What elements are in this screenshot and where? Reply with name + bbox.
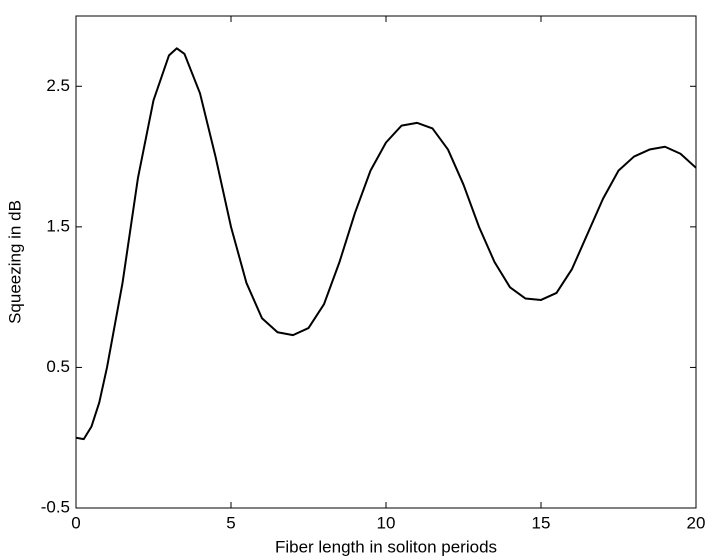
x-tick-label: 15: [532, 513, 551, 532]
x-tick-label: 10: [377, 513, 396, 532]
y-tick-label: 2.5: [46, 76, 70, 95]
y-tick-label: 0.5: [46, 357, 70, 376]
y-tick-label: 1.5: [46, 216, 70, 235]
x-tick-label: 0: [71, 513, 80, 532]
x-axis-label: Fiber length in soliton periods: [275, 537, 497, 556]
y-axis-label: Squeezing in dB: [5, 200, 24, 324]
x-tick-label: 5: [226, 513, 235, 532]
line: [75, 47, 697, 441]
x-tick-label: 20: [687, 513, 706, 532]
y-tick-label: -0.5: [41, 497, 70, 516]
axes-box: [75, 15, 697, 509]
